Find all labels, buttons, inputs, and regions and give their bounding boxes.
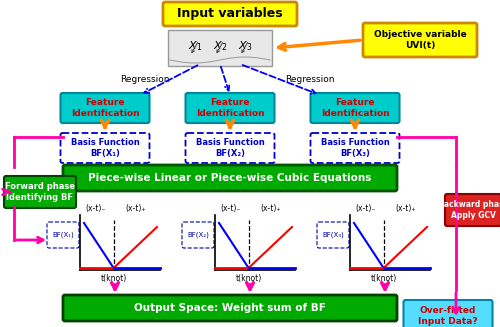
FancyBboxPatch shape xyxy=(163,2,297,26)
FancyBboxPatch shape xyxy=(60,133,150,163)
Text: $X_1$: $X_1$ xyxy=(188,39,202,53)
Text: (x-t)₊: (x-t)₊ xyxy=(396,203,416,213)
Text: Objective variable
UVI(t): Objective variable UVI(t) xyxy=(374,30,466,50)
FancyBboxPatch shape xyxy=(186,93,274,123)
FancyBboxPatch shape xyxy=(168,30,272,66)
Text: Forward phase
Identifying BF: Forward phase Identifying BF xyxy=(5,182,75,202)
Text: BF(X₃): BF(X₃) xyxy=(322,232,344,238)
FancyBboxPatch shape xyxy=(363,23,477,57)
FancyBboxPatch shape xyxy=(186,133,274,163)
Text: Basis Function
BF(X₂): Basis Function BF(X₂) xyxy=(196,138,264,158)
FancyBboxPatch shape xyxy=(63,295,397,321)
Text: t(knot): t(knot) xyxy=(370,273,396,283)
FancyBboxPatch shape xyxy=(60,93,150,123)
Text: Feature
Identification: Feature Identification xyxy=(70,98,140,118)
Text: $X_3$: $X_3$ xyxy=(238,39,252,53)
Text: Output Space: Weight sum of BF: Output Space: Weight sum of BF xyxy=(134,303,326,313)
Text: Feature
Identification: Feature Identification xyxy=(320,98,390,118)
FancyBboxPatch shape xyxy=(310,133,400,163)
Text: Regression: Regression xyxy=(285,76,335,84)
Text: Backward phase
Apply GCV: Backward phase Apply GCV xyxy=(438,200,500,220)
Text: (x-t)₊: (x-t)₊ xyxy=(126,203,146,213)
Text: t(knot): t(knot) xyxy=(100,273,126,283)
Text: Input variables: Input variables xyxy=(177,8,283,21)
FancyBboxPatch shape xyxy=(445,194,500,226)
Text: Over-fitted
Input Data?: Over-fitted Input Data? xyxy=(418,306,478,326)
Text: BF(X₁): BF(X₁) xyxy=(52,232,74,238)
Text: (x-t)₋: (x-t)₋ xyxy=(86,203,106,213)
Text: (x-t)₊: (x-t)₊ xyxy=(260,203,281,213)
FancyBboxPatch shape xyxy=(317,222,349,248)
FancyBboxPatch shape xyxy=(404,300,492,327)
Text: t(knot): t(knot) xyxy=(236,273,262,283)
Text: $X_2$: $X_2$ xyxy=(213,39,227,53)
Text: Feature
Identification: Feature Identification xyxy=(196,98,264,118)
Text: BF(X₂): BF(X₂) xyxy=(187,232,209,238)
Text: Regression: Regression xyxy=(120,76,170,84)
FancyBboxPatch shape xyxy=(4,176,76,208)
FancyBboxPatch shape xyxy=(63,165,397,191)
Text: Basis Function
BF(X₁): Basis Function BF(X₁) xyxy=(70,138,140,158)
FancyBboxPatch shape xyxy=(182,222,214,248)
Text: Piece-wise Linear or Piece-wise Cubic Equations: Piece-wise Linear or Piece-wise Cubic Eq… xyxy=(88,173,372,183)
Text: (x-t)₋: (x-t)₋ xyxy=(356,203,376,213)
Text: (x-t)₋: (x-t)₋ xyxy=(220,203,241,213)
FancyBboxPatch shape xyxy=(47,222,79,248)
Text: Basis Function
BF(X₃): Basis Function BF(X₃) xyxy=(320,138,390,158)
FancyBboxPatch shape xyxy=(310,93,400,123)
